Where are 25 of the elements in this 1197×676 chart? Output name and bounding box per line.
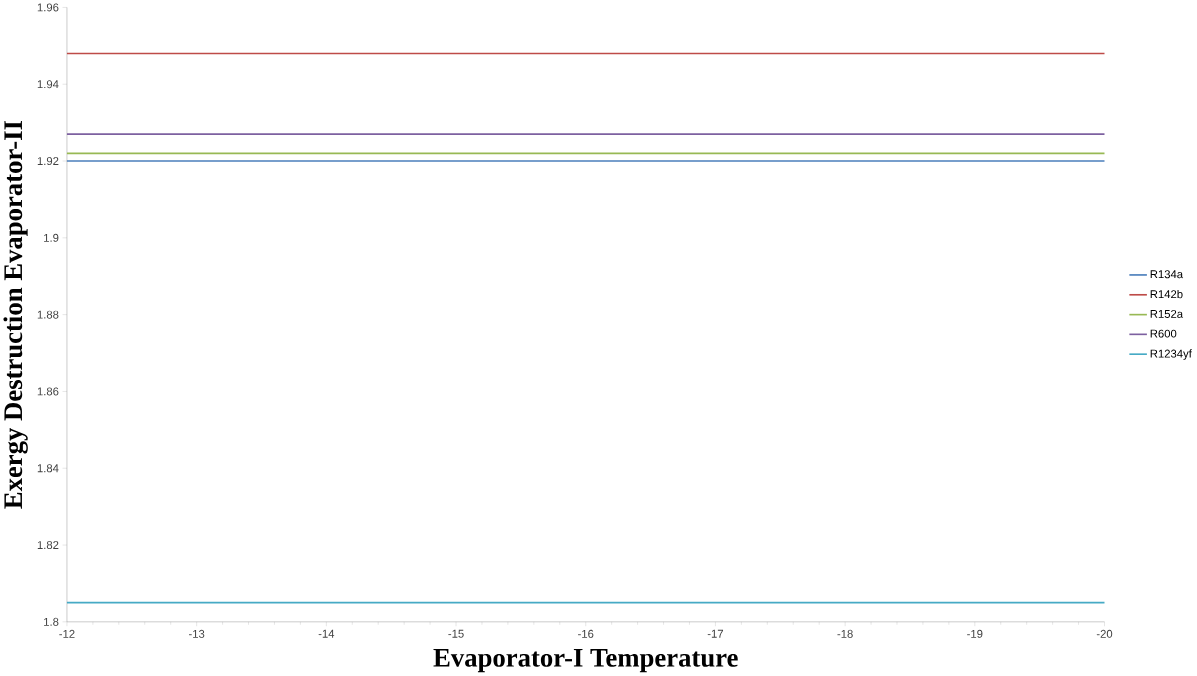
y-tick-label: 1.94 [37,80,59,89]
y-tick-label: 1.92 [37,157,59,166]
x-tick-label: -19 [967,630,983,639]
legend-label: R152a [1150,310,1184,319]
x-tick-label: -12 [59,630,75,638]
legend-label: R600 [1150,329,1177,338]
y-tick-label: 1.96 [37,3,59,12]
y-tick-label: 1.82 [37,541,59,550]
y-tick-label: 1.84 [37,464,59,473]
legend-label: R134a [1150,270,1184,279]
y-tick-label: 1.8 [44,618,59,627]
x-tick-label: -16 [578,630,594,639]
x-tick-label: -15 [448,630,464,638]
x-tick-label: -18 [837,630,853,639]
legend-label: R1234yf [1150,349,1192,361]
x-tick-label: -13 [188,630,205,639]
x-axis-title: Evaporator-I Temperature [433,649,738,673]
x-tick-label: -17 [707,630,724,638]
y-axis-title: Exergy Destruction Evaporator-II [3,121,28,509]
y-tick-label: 1.9 [44,234,59,243]
y-tick-label: 1.86 [37,387,59,396]
legend-label: R142b [1150,290,1183,299]
x-tick-label: -14 [318,630,335,638]
y-tick-label: 1.88 [37,310,59,319]
x-tick-label: -20 [1096,630,1113,639]
